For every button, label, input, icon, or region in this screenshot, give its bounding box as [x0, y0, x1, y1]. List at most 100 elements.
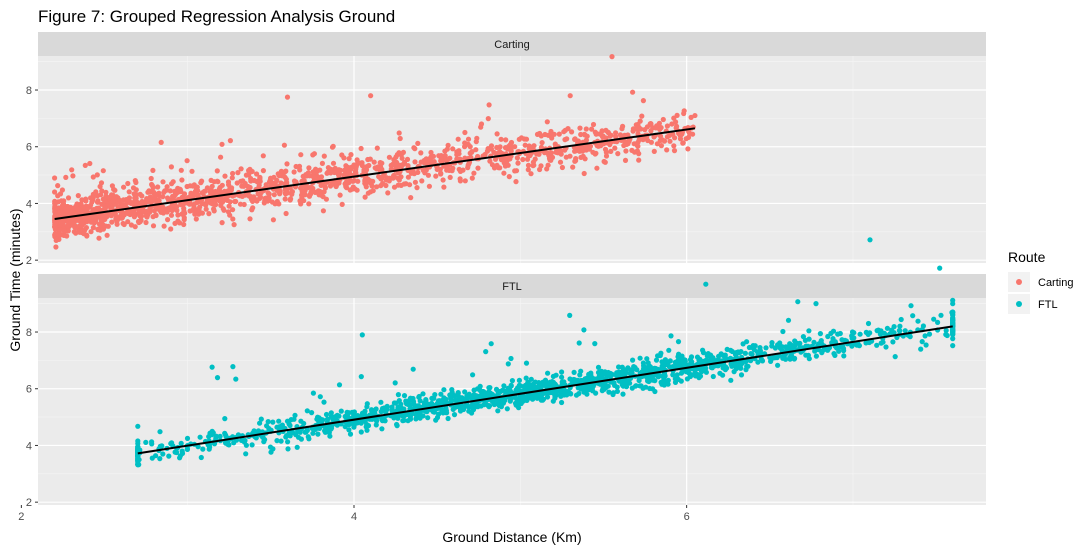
data-point	[640, 360, 647, 366]
data-point	[672, 135, 678, 141]
data-point	[318, 192, 325, 198]
data-point	[613, 134, 619, 140]
data-point	[565, 126, 571, 132]
data-point	[856, 343, 863, 349]
data-point	[125, 180, 131, 187]
data-point	[780, 328, 786, 335]
data-point	[545, 162, 551, 168]
data-point	[405, 163, 411, 169]
data-point	[354, 157, 360, 163]
data-point	[439, 406, 445, 412]
data-point	[438, 170, 444, 176]
data-point	[284, 94, 291, 100]
data-point	[700, 347, 706, 353]
data-point	[322, 184, 328, 190]
data-point	[508, 382, 514, 388]
data-point	[266, 191, 272, 197]
data-point	[580, 153, 586, 159]
data-point	[225, 179, 232, 185]
data-point	[516, 136, 522, 142]
data-point	[55, 183, 61, 189]
data-point	[184, 158, 190, 164]
data-point	[321, 153, 327, 159]
data-point	[525, 379, 531, 386]
data-point	[534, 151, 541, 157]
data-point	[926, 331, 933, 337]
data-point	[696, 375, 702, 381]
data-point	[931, 316, 937, 322]
data-point	[94, 172, 100, 178]
gridlines-carting	[20, 56, 986, 263]
data-point	[265, 419, 271, 425]
data-point	[622, 132, 628, 138]
data-point	[672, 376, 678, 382]
data-point	[291, 178, 298, 184]
data-point	[405, 174, 411, 180]
data-point	[549, 154, 556, 160]
data-point	[195, 188, 201, 194]
data-point	[433, 173, 439, 179]
data-point	[740, 341, 746, 347]
data-point	[817, 331, 824, 337]
data-point	[80, 204, 86, 210]
data-point	[491, 401, 497, 408]
data-point	[333, 182, 340, 188]
data-point	[146, 197, 152, 203]
data-point	[346, 169, 352, 175]
data-point	[619, 382, 625, 388]
data-point	[532, 379, 538, 385]
data-point	[795, 299, 801, 305]
data-point	[613, 130, 619, 136]
data-point	[307, 173, 313, 179]
data-point	[486, 404, 492, 410]
data-point	[254, 198, 260, 204]
data-point	[735, 349, 741, 355]
y-tick-label: 2	[26, 255, 32, 267]
data-point	[58, 198, 64, 204]
data-point	[462, 178, 468, 184]
data-point	[363, 167, 370, 173]
data-point	[475, 165, 481, 171]
data-point	[488, 143, 495, 149]
data-point	[222, 173, 228, 179]
data-point	[379, 160, 385, 166]
data-point	[310, 169, 316, 175]
data-point	[165, 195, 171, 201]
data-point	[165, 217, 171, 223]
data-point	[131, 210, 137, 216]
data-point	[680, 140, 686, 146]
data-point	[578, 131, 584, 138]
data-point	[557, 392, 564, 398]
data-point	[351, 162, 357, 168]
data-point	[602, 146, 609, 152]
data-point	[214, 168, 220, 174]
data-point	[181, 205, 187, 212]
data-point	[938, 312, 944, 318]
data-point	[395, 404, 401, 411]
data-point	[398, 174, 404, 180]
data-point	[351, 178, 357, 184]
data-point	[478, 124, 484, 130]
data-point	[644, 124, 651, 130]
data-point	[645, 360, 651, 366]
data-point	[589, 126, 595, 132]
data-point	[485, 116, 491, 122]
data-point	[197, 434, 203, 440]
data-point	[241, 439, 247, 445]
data-point	[470, 372, 476, 378]
data-point	[155, 184, 161, 190]
data-point	[391, 173, 397, 179]
data-point	[428, 149, 434, 156]
data-point	[298, 201, 304, 207]
data-point	[559, 374, 565, 380]
data-point	[374, 184, 380, 190]
data-point	[75, 193, 81, 199]
data-point	[655, 366, 661, 372]
data-point	[831, 351, 837, 357]
data-point	[146, 209, 152, 215]
points-carting	[52, 54, 698, 250]
data-point	[161, 223, 167, 229]
data-point	[341, 155, 347, 161]
data-point	[660, 137, 666, 143]
data-point	[590, 383, 596, 389]
